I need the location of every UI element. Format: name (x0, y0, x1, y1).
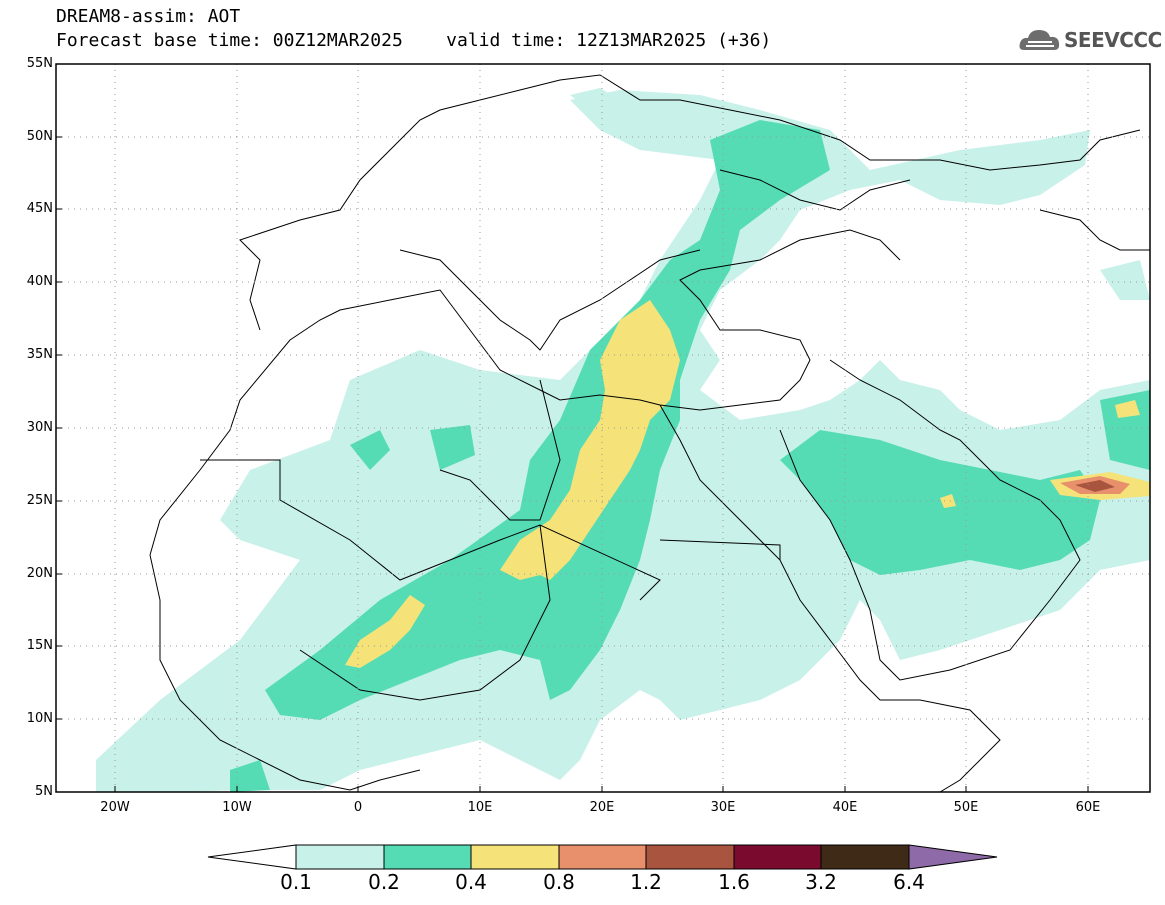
lat-label-10n: 10N (26, 711, 53, 726)
colorbar-label-3.2: 3.2 (805, 870, 837, 894)
graticule (56, 64, 1150, 792)
colorbar-swatch-0.4-0.8 (470, 844, 560, 870)
coastlines (149, 74, 1150, 792)
colorbar-label-0.1: 0.1 (280, 870, 312, 894)
logo-text: SEEVCCC (1064, 28, 1162, 52)
colorbar-swatch-0.1-0.2 (295, 844, 385, 870)
map-subtitle: Forecast base time: 00Z12MAR2025 valid t… (56, 30, 771, 52)
lon-label-50e: 50E (953, 800, 979, 815)
colorbar-swatch-1.6-3.2 (733, 844, 822, 870)
lon-label-60e: 60E (1075, 800, 1101, 815)
colorbar-label-0.2: 0.2 (368, 870, 400, 894)
colorbar-swatch-3.2-6.4 (820, 844, 910, 870)
lon-label-10e: 10E (467, 800, 493, 815)
lon-label-20e: 20E (589, 800, 615, 815)
valid-time: valid time: 12Z13MAR2025 (+36) (446, 30, 772, 51)
lat-label-35n: 35N (26, 347, 53, 362)
lat-label-15n: 15N (26, 638, 53, 653)
colorbar-label-1.6: 1.6 (718, 870, 750, 894)
lat-label-5n: 5N (35, 784, 53, 799)
colorbar (207, 844, 998, 870)
aot-field (96, 88, 1150, 792)
lon-label-10w: 10W (222, 800, 252, 815)
axis-ticks (56, 136, 1089, 792)
lat-label-55n: 55N (26, 56, 53, 71)
lat-label-25n: 25N (26, 493, 53, 508)
map-title: DREAM8-assim: AOT (56, 6, 241, 27)
colorbar-low-arrow (207, 844, 297, 870)
lat-label-50n: 50N (26, 129, 53, 144)
lat-label-20n: 20N (26, 566, 53, 581)
colorbar-label-0.8: 0.8 (543, 870, 575, 894)
cloud-icon (1019, 30, 1060, 50)
colorbar-swatch-0.2-0.4 (383, 844, 472, 870)
colorbar-label-0.4: 0.4 (455, 870, 487, 894)
lon-label-30e: 30E (710, 800, 736, 815)
colorbar-swatch-0.8-1.2 (558, 844, 647, 870)
base-time: Forecast base time: 00Z12MAR2025 (56, 30, 403, 51)
seevccc-logo: SEEVCCC (1018, 24, 1162, 56)
lat-label-30n: 30N (26, 420, 53, 435)
lon-label-20w: 20W (100, 800, 130, 815)
lon-label-40e: 40E (832, 800, 858, 815)
colorbar-swatch-1.2-1.6 (645, 844, 735, 870)
colorbar-label-6.4: 6.4 (893, 870, 925, 894)
colorbar-label-1.2: 1.2 (630, 870, 662, 894)
lon-label-0: 0 (353, 800, 363, 815)
lat-label-45n: 45N (26, 201, 53, 216)
lat-label-40n: 40N (26, 274, 53, 289)
aot-band-1.2-1.6 (1075, 480, 1115, 492)
colorbar-high-arrow (908, 844, 998, 870)
